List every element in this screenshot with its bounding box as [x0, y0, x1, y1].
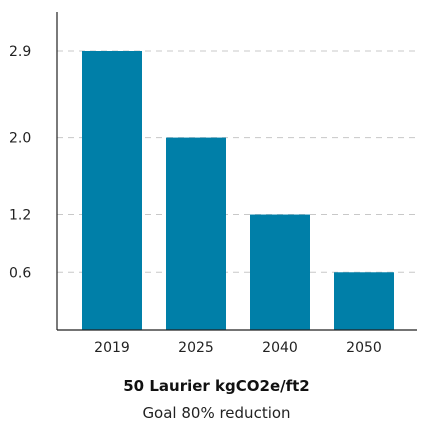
x-tick-labels: 2019 2025 2040 2050: [94, 340, 382, 356]
y-tick-labels: 2.9 2.0 1.2 0.6: [9, 44, 31, 281]
x-tick-label: 2050: [346, 340, 382, 356]
bar-2040: [250, 214, 310, 330]
y-tick-label: 2.0: [9, 131, 31, 147]
bar-chart: 2.9 2.0 1.2 0.6 2019 2025 2040 2050: [9, 12, 417, 356]
chart-subtitle: Goal 80% reduction: [142, 404, 291, 422]
bar-2019: [82, 51, 142, 330]
y-tick-label: 2.9: [9, 44, 31, 60]
x-tick-label: 2040: [262, 340, 298, 356]
y-tick-label: 1.2: [9, 208, 31, 224]
x-tick-label: 2025: [178, 340, 214, 356]
bar-2025: [166, 137, 226, 330]
bar-2050: [334, 272, 394, 330]
bars: [82, 51, 394, 330]
y-tick-label: 0.6: [9, 265, 31, 281]
chart-title: 50 Laurier kgCO2e/ft2: [123, 377, 310, 395]
x-tick-label: 2019: [94, 340, 130, 356]
